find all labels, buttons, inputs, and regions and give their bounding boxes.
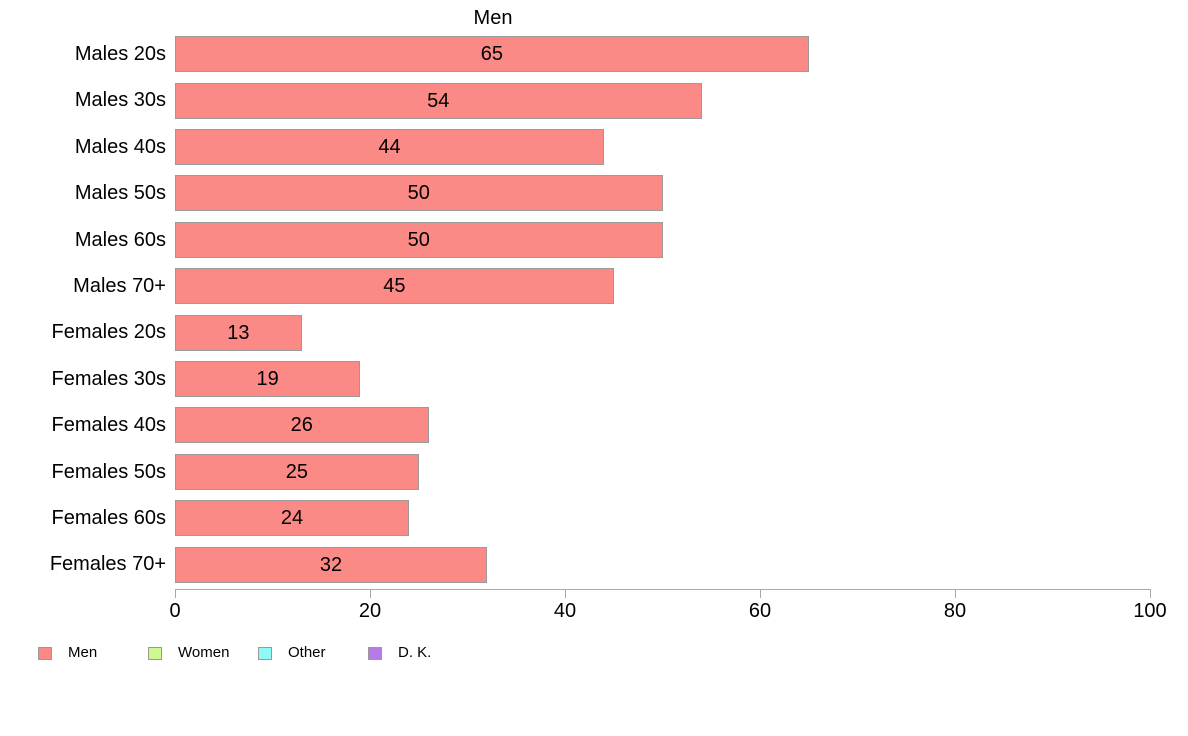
chart-title: Men	[473, 7, 513, 29]
bar-row: Females 70+ 32	[0, 541, 1188, 587]
category-label: Females 60s	[51, 507, 167, 529]
x-axis-tick	[760, 589, 761, 598]
bar: 50	[175, 221, 663, 258]
category-label: Females 40s	[51, 414, 167, 437]
bar-row: Males 70+ 45	[0, 263, 1188, 309]
category-label: Males 40s	[74, 135, 166, 158]
bar-value-label: 19	[256, 367, 279, 390]
legend-swatch	[368, 647, 382, 660]
bar-row: Males 20s 65	[0, 31, 1188, 77]
legend-label: Other	[288, 644, 326, 661]
bar-value-label: 54	[427, 89, 450, 112]
legend-swatch	[38, 647, 52, 660]
bar: 44	[175, 128, 604, 165]
bar-row: Males 30s 54	[0, 77, 1188, 123]
bar-row: Females 50s 25	[0, 449, 1188, 495]
bar-row: Females 30s 19	[0, 356, 1188, 402]
bar: 24	[175, 500, 409, 537]
legend: Men Women Other D. K.	[0, 643, 1188, 669]
category-label: Females 20s	[51, 321, 167, 344]
legend-label: Men	[68, 644, 98, 661]
bar: 45	[175, 268, 614, 305]
x-axis-tick	[955, 589, 956, 598]
x-axis-line	[175, 589, 1150, 590]
category-label: Males 50s	[74, 182, 166, 205]
bar-value-label: 50	[407, 182, 430, 205]
bar: 25	[175, 453, 419, 490]
x-axis-tick	[1150, 589, 1151, 598]
x-axis-tick-label: 100	[1133, 600, 1167, 622]
x-axis-tick	[175, 589, 176, 598]
category-label: Females 70+	[49, 553, 166, 576]
legend-swatch	[148, 647, 162, 660]
bar-value-label: 45	[383, 275, 406, 298]
bar: 65	[175, 36, 809, 73]
bar: 26	[175, 407, 429, 444]
category-label: Males 20s	[74, 43, 166, 65]
bar: 32	[175, 546, 487, 583]
bar-value-label: 44	[378, 135, 401, 158]
category-label: Males 70+	[73, 275, 166, 297]
x-axis-tick	[370, 589, 371, 598]
bar-value-label: 13	[227, 321, 250, 344]
x-axis-tick-label: 80	[943, 600, 967, 622]
bar-value-label: 32	[319, 553, 343, 576]
bar: 19	[175, 360, 361, 397]
legend-label: D. K.	[398, 644, 432, 661]
bar: 54	[175, 82, 702, 119]
x-axis-tick-label: 60	[748, 600, 772, 622]
category-label: Females 30s	[51, 367, 167, 390]
bar-value-label: 26	[290, 414, 313, 437]
category-label: Males 60s	[74, 228, 166, 251]
bar-value-label: 25	[285, 460, 308, 483]
bar-value-label: 50	[407, 228, 430, 251]
bar-row: Females 40s 26	[0, 402, 1188, 448]
category-label: Females 50s	[51, 460, 167, 483]
bar-row: Females 60s 24	[0, 495, 1188, 541]
bar-value-label: 24	[280, 507, 304, 530]
bar-row: Males 40s 44	[0, 124, 1188, 170]
x-axis-tick	[565, 589, 566, 598]
x-axis-tick-label: 40	[553, 600, 577, 622]
bar-row: Males 60s 50	[0, 217, 1188, 263]
bar: 13	[175, 314, 302, 351]
bar-value-label: 65	[480, 43, 503, 66]
legend-swatch	[258, 647, 272, 660]
x-axis-tick-label: 0	[169, 600, 181, 622]
bar: 50	[175, 175, 663, 212]
category-label: Males 30s	[74, 89, 166, 112]
x-axis-tick-label: 20	[358, 600, 382, 622]
bar-row: Females 20s 13	[0, 309, 1188, 355]
bar-row: Males 50s 50	[0, 170, 1188, 216]
legend-label: Women	[178, 644, 230, 661]
